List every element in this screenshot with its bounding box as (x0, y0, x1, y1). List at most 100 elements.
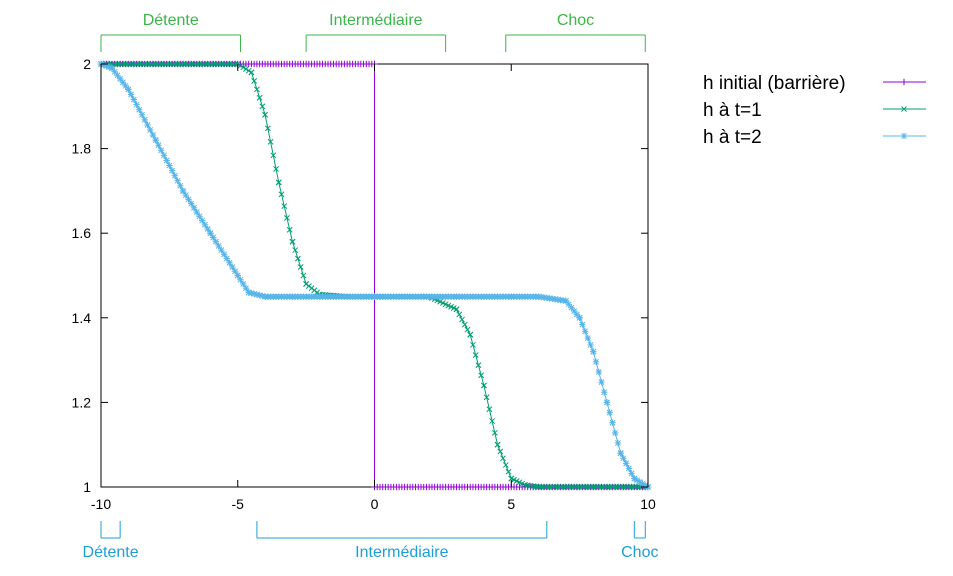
sample-marker (267, 138, 274, 145)
sample-marker (601, 389, 608, 396)
x-tick-label: 5 (507, 496, 515, 512)
region-bracket: Choc (505, 12, 646, 52)
region-label: Détente (83, 544, 139, 561)
region-label: Choc (557, 12, 594, 29)
sample-marker (119, 79, 127, 86)
sample-marker (177, 182, 184, 190)
region-bracket: Choc (621, 521, 658, 561)
y-tick-label: 1.2 (72, 394, 92, 410)
sample-marker (587, 341, 594, 349)
sample-marker (292, 247, 299, 254)
sample-marker (147, 126, 154, 134)
sample-marker (114, 72, 121, 79)
sample-marker (207, 230, 214, 237)
legend-swatch-marker (901, 106, 907, 112)
region-bracket: Intermédiaire (256, 521, 548, 561)
sample-marker (253, 86, 260, 93)
sample-marker (592, 358, 600, 365)
sample-marker (163, 157, 170, 164)
legend: h initial (barrière) h à t=1 h à t=2 (703, 73, 926, 148)
sample-marker (625, 465, 633, 472)
sample-marker (273, 165, 279, 172)
sample-marker (185, 196, 192, 203)
region-bracket: Détente (83, 521, 139, 561)
sample-marker (475, 362, 482, 369)
sample-marker (256, 94, 263, 101)
y-tick-label: 1.6 (72, 225, 92, 241)
sample-marker (111, 68, 118, 75)
sample-marker (289, 238, 296, 245)
sample-marker (464, 326, 471, 333)
sample-marker (138, 111, 146, 118)
sample-marker (456, 311, 463, 318)
sample-marker (579, 321, 586, 328)
sample-marker (606, 409, 613, 416)
sample-marker (133, 101, 140, 108)
legend-label: h initial (barrière) (703, 73, 846, 94)
y-tick-label: 2 (83, 56, 91, 72)
y-tick-label: 1.8 (72, 141, 92, 157)
sample-marker (614, 439, 622, 447)
sample-marker (275, 179, 282, 186)
series-3 (97, 60, 652, 491)
sample-marker (116, 75, 124, 83)
sample-marker (620, 455, 627, 462)
region-annotations: Détente Intermédiaire Choc Détente Intermédi… (83, 12, 659, 561)
sample-marker (248, 69, 255, 76)
sample-marker (215, 242, 222, 250)
sample-marker (628, 470, 635, 477)
sample-marker (500, 455, 506, 462)
sample-marker (218, 246, 225, 254)
sample-marker (231, 268, 239, 275)
sample-marker (453, 306, 460, 313)
sample-marker (141, 116, 148, 124)
sample-marker (125, 86, 132, 93)
region-bracket: Détente (100, 12, 241, 52)
sample-marker (201, 221, 209, 228)
sample-marker (584, 334, 592, 342)
x-tick-label: 0 (371, 496, 379, 512)
sample-marker (284, 215, 290, 221)
sample-marker (491, 429, 498, 436)
sample-marker (595, 368, 602, 376)
sample-marker (237, 62, 244, 69)
x-tick-label: -10 (91, 496, 111, 512)
sample-marker (278, 191, 285, 198)
sample-marker (245, 67, 252, 74)
sample-marker (144, 121, 151, 129)
x-tick-label: -5 (232, 496, 245, 512)
sample-marker (243, 66, 249, 72)
sample-marker (251, 78, 258, 84)
sample-marker (297, 264, 304, 270)
sample-marker (130, 96, 138, 103)
sample-marker (155, 142, 162, 149)
sample-marker (171, 172, 179, 179)
legend-label: h à t=1 (703, 100, 762, 121)
region-bracket: Intermédiaire (305, 12, 447, 52)
sample-marker (286, 226, 293, 233)
sample-marker (108, 65, 116, 72)
sample-marker (576, 314, 583, 321)
sample-marker (168, 167, 176, 174)
series-1 (97, 60, 652, 491)
sample-marker (483, 394, 490, 401)
sample-marker (611, 429, 619, 437)
sample-marker (166, 162, 173, 169)
sample-marker (570, 307, 578, 315)
sample-marker (459, 316, 465, 323)
sample-marker (182, 191, 189, 199)
sample-marker (264, 125, 271, 132)
sample-marker (590, 348, 597, 355)
sample-marker (598, 378, 605, 386)
sample-marker (259, 103, 266, 110)
sample-marker (609, 419, 616, 426)
sample-marker (295, 255, 301, 262)
region-label: Choc (621, 544, 658, 561)
sample-marker (157, 147, 165, 154)
series-layer (97, 60, 652, 491)
sample-marker (486, 406, 493, 413)
sample-marker (622, 460, 630, 467)
sample-marker (489, 418, 496, 424)
sample-marker (174, 177, 181, 184)
sample-marker (581, 328, 589, 335)
